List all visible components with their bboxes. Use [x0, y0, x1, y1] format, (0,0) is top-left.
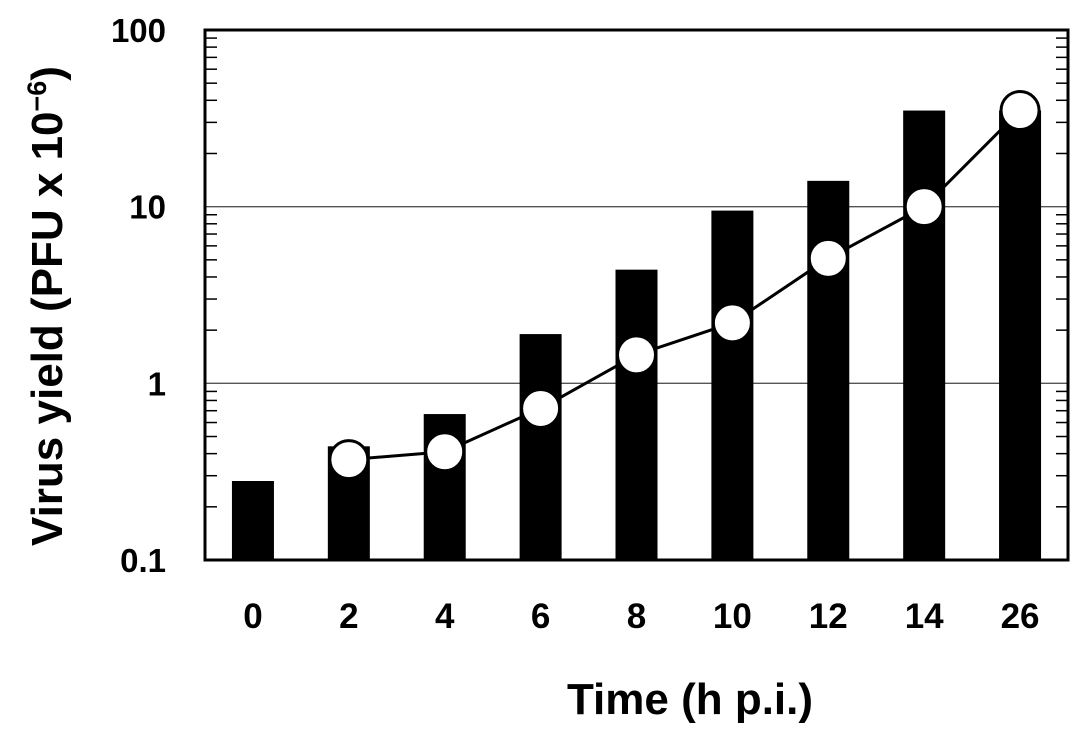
x-tick-label: 4 [435, 597, 455, 636]
point-4 [424, 431, 466, 473]
y-tick-label: 100 [111, 12, 166, 49]
y-axis-title-suffix: ) [23, 66, 72, 81]
y-tick-label: 1 [148, 365, 166, 402]
bar-8 [615, 269, 658, 560]
point-14 [903, 186, 945, 228]
point-6 [520, 388, 562, 430]
point-2 [328, 439, 370, 481]
y-axis-title: Virus yield (PFU x 10−6) [22, 66, 72, 546]
line-markers [328, 90, 1041, 481]
bar-26 [999, 110, 1042, 561]
y-tick-label: 0.1 [120, 542, 166, 579]
x-tick-label: 14 [905, 597, 944, 636]
y-tick-label: 10 [129, 189, 166, 226]
bar-12 [807, 180, 850, 560]
x-tick-label: 8 [627, 597, 646, 636]
x-axis-title: Time (h p.i.) [567, 675, 813, 724]
bar-6 [519, 334, 562, 560]
point-12 [807, 237, 849, 279]
bar-14 [903, 110, 946, 561]
y-axis-title-main: Virus yield (PFU x 10 [23, 111, 72, 545]
x-tick-label: 12 [809, 597, 848, 636]
x-tick-label: 2 [339, 597, 358, 636]
plot-frame [203, 28, 1070, 562]
point-8 [616, 334, 657, 376]
minor-tick-marks [205, 37, 1068, 508]
x-tick-labels: 0 2 4 6 8 10 12 14 26 [243, 597, 1039, 636]
x-tick-label: 10 [713, 597, 752, 636]
bar-10 [711, 210, 754, 560]
x-tick-label: 0 [243, 597, 262, 636]
point-26 [999, 90, 1041, 132]
bar-0 [231, 481, 274, 560]
point-10 [711, 302, 753, 344]
y-tick-labels: 100 10 1 0.1 [111, 12, 166, 579]
x-tick-label: 6 [531, 597, 550, 636]
y-axis-title-exponent: −6 [22, 81, 52, 112]
x-tick-label: 26 [1001, 597, 1040, 636]
